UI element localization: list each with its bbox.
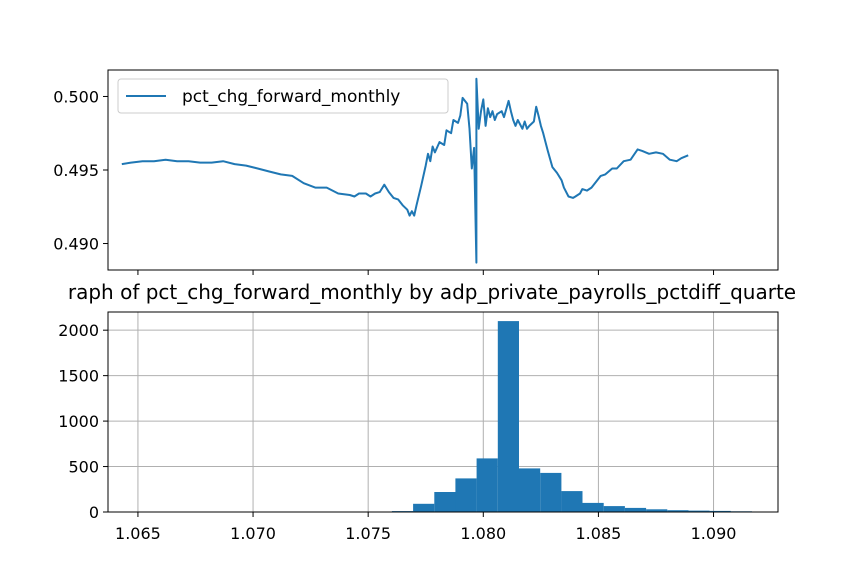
histogram-bar <box>688 510 710 512</box>
legend-label: pct_chg_forward_monthly <box>182 87 400 107</box>
histogram-bar <box>455 478 477 512</box>
histogram-bar <box>434 492 456 512</box>
histogram-bar <box>667 510 689 512</box>
histogram-bars <box>391 321 752 512</box>
histogram-bar <box>709 510 731 512</box>
legend-box <box>117 78 449 114</box>
histogram-xtick-label: 1.085 <box>576 524 622 543</box>
histogram-bar <box>561 491 583 512</box>
line-ytick-label: 0.495 <box>53 161 99 180</box>
histogram-xtick-label: 1.090 <box>691 524 737 543</box>
histogram-ticks: 1.065 1.070 1.075 1.080 1.085 1.090 0 500 1000 15… <box>58 321 736 543</box>
histogram-bar <box>646 509 668 512</box>
line-chart-series <box>121 77 689 264</box>
histogram-bar <box>540 472 562 512</box>
line-chart-legend: pct_chg_forward_monthly <box>117 78 449 114</box>
line-ytick-label: 0.490 <box>53 235 99 254</box>
histogram-axes-frame <box>107 311 779 513</box>
line-chart-panel: 0.490 0.495 0.500 pct_chg_forward_monthly <box>53 69 779 275</box>
line-ytick-label: 0.500 <box>53 87 99 106</box>
histogram-xtick-label: 1.070 <box>230 524 276 543</box>
histogram-title: raph of pct_chg_forward_monthly by adp_p… <box>68 280 796 304</box>
histogram-xtick-label: 1.080 <box>460 524 506 543</box>
histogram-bar <box>413 503 435 512</box>
histogram-ytick-label: 0 <box>89 503 99 522</box>
histogram-ytick-label: 2000 <box>58 321 99 340</box>
histogram-bar <box>582 502 604 512</box>
line-series-0 <box>121 77 689 264</box>
histogram-bar <box>624 507 647 512</box>
histogram-bar <box>497 321 519 512</box>
histogram-panel: raph of pct_chg_forward_monthly by adp_p… <box>58 280 796 543</box>
histogram-bar <box>476 458 498 512</box>
histogram-xtick-label: 1.065 <box>115 524 161 543</box>
histogram-xtick-label: 1.075 <box>345 524 391 543</box>
histogram-ytick-label: 1500 <box>58 367 99 386</box>
histogram-bar <box>519 468 541 512</box>
line-chart-ticks: 0.490 0.495 0.500 <box>53 87 715 275</box>
histogram-ytick-label: 500 <box>68 458 99 477</box>
histogram-ytick-label: 1000 <box>58 412 99 431</box>
histogram-bar <box>603 506 625 512</box>
